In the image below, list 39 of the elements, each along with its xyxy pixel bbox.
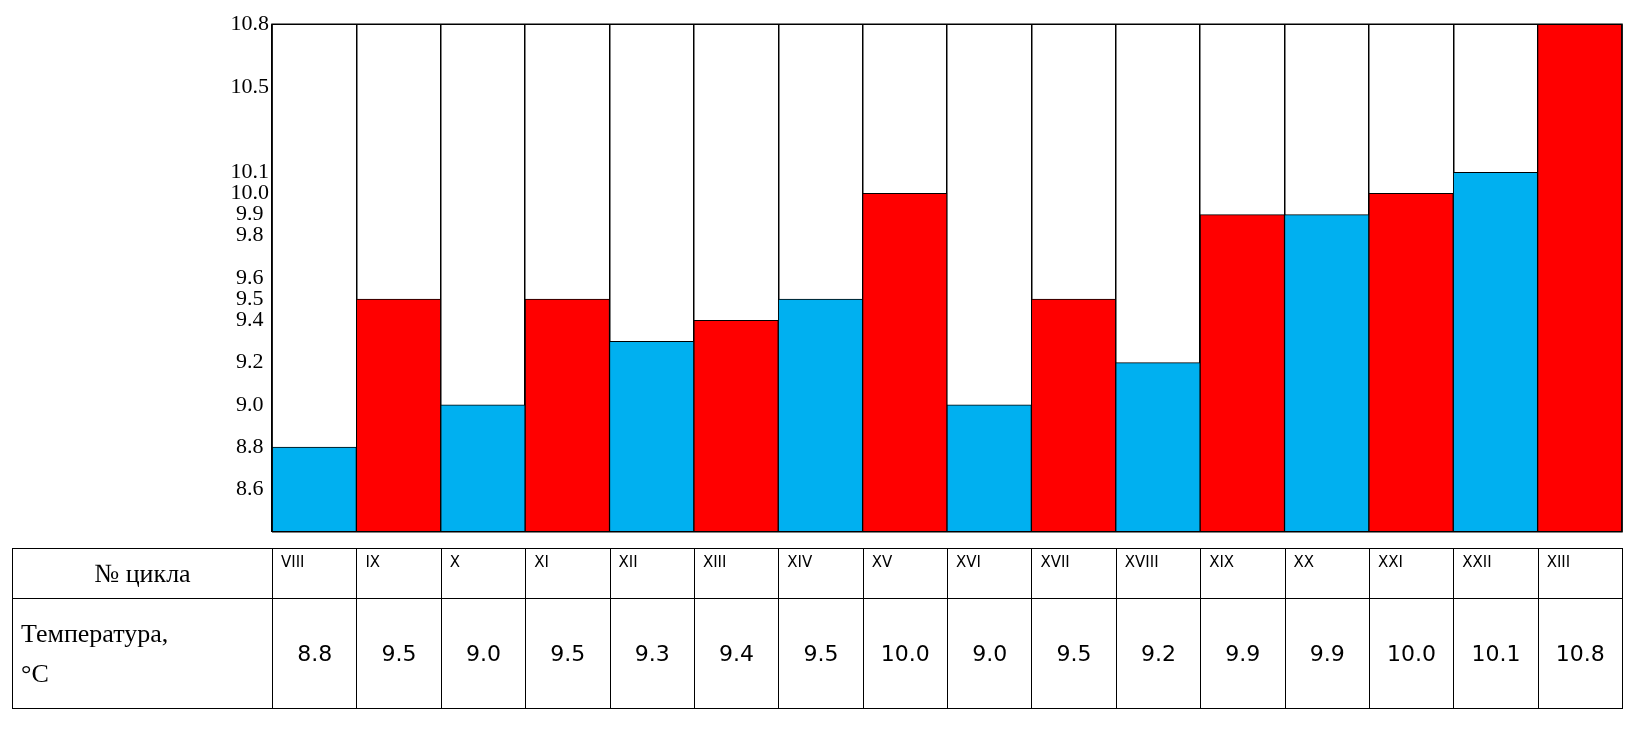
data-label: 10.1 xyxy=(1453,598,1539,709)
x-tick-label: XI xyxy=(525,548,610,599)
x-tick-label: XV xyxy=(863,548,948,599)
y-tick-label: 10.5 xyxy=(230,73,269,99)
data-label: 9.0 xyxy=(947,598,1032,709)
data-label: 9.5 xyxy=(778,598,864,709)
x-tick-label: XIII xyxy=(694,548,779,599)
y-tick-label: 8.8 xyxy=(236,432,264,458)
x-tick-label: XIII xyxy=(1538,548,1623,599)
data-label: 10.0 xyxy=(863,598,948,709)
data-label: 9.5 xyxy=(1031,598,1117,709)
y-tick-label: 8.6 xyxy=(236,475,264,501)
y-axis-title: Температура, °C xyxy=(12,598,273,709)
data-label: 10.0 xyxy=(1369,598,1454,709)
y-tick-label: 9.2 xyxy=(236,348,264,374)
x-tick-label: XIV xyxy=(778,548,864,599)
data-label: 9.0 xyxy=(441,598,526,709)
data-label: 9.2 xyxy=(1116,598,1201,709)
x-tick-label: XX xyxy=(1285,548,1370,599)
data-label: 9.9 xyxy=(1285,598,1370,709)
x-tick-label: XIX xyxy=(1200,548,1285,599)
x-tick-label: VIII xyxy=(272,548,357,599)
data-label: 9.5 xyxy=(525,598,610,709)
x-tick-label: IX xyxy=(356,548,442,599)
x-tick-label: XVII xyxy=(1031,548,1117,599)
x-tick-label: XII xyxy=(610,548,695,599)
y-tick-label: 9.0 xyxy=(236,390,264,416)
x-tick-label: XXII xyxy=(1453,548,1539,599)
x-tick-label: XXI xyxy=(1369,548,1454,599)
data-label: 9.5 xyxy=(356,598,442,709)
x-tick-label: XVI xyxy=(947,548,1032,599)
data-label: 10.8 xyxy=(1538,598,1623,709)
y-tick-label: 10.8 xyxy=(230,9,269,35)
data-label: 9.3 xyxy=(610,598,695,709)
x-tick-label: X xyxy=(441,548,526,599)
x-tick-label: XVIII xyxy=(1116,548,1201,599)
data-label: 9.9 xyxy=(1200,598,1285,709)
data-label: 9.4 xyxy=(694,598,779,709)
x-axis-title: № цикла xyxy=(12,548,273,599)
